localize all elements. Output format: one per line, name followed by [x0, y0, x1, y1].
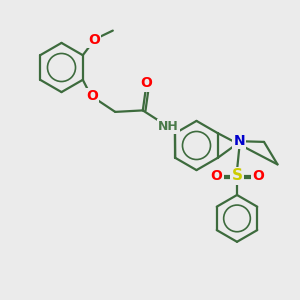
- Text: S: S: [232, 168, 242, 183]
- Text: O: O: [140, 76, 152, 90]
- Text: NH: NH: [158, 120, 179, 134]
- Text: O: O: [252, 169, 264, 183]
- Text: N: N: [234, 134, 245, 148]
- Text: O: O: [211, 169, 223, 183]
- Text: O: O: [86, 89, 98, 103]
- Text: O: O: [88, 33, 100, 47]
